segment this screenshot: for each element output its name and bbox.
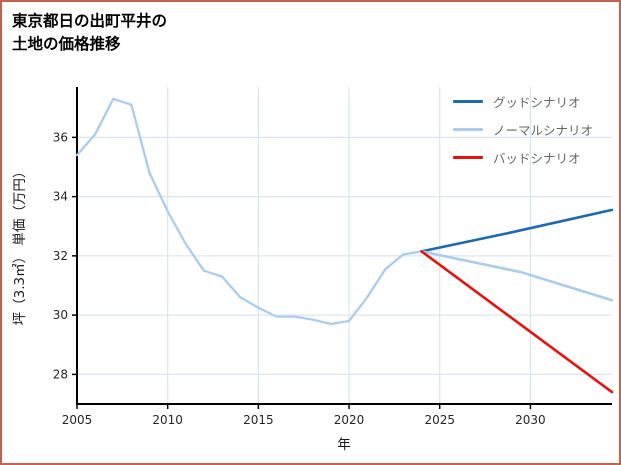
y-tick-label: 34 <box>53 190 68 204</box>
chart-title-line1: 東京都日の出町平井の <box>12 12 168 30</box>
legend-label-normal-scenario: ノーマルシナリオ <box>492 123 593 138</box>
x-tick-label: 2015 <box>243 413 274 427</box>
y-tick-label: 32 <box>53 249 68 263</box>
series-line-history <box>75 97 423 326</box>
series-line-bad-scenario <box>420 250 614 394</box>
legend-line-normal-scenario <box>452 128 483 131</box>
y-tick-label: 28 <box>53 367 68 381</box>
series-line-normal-scenario <box>420 250 614 302</box>
legend-line-bad-scenario <box>452 156 483 159</box>
y-axis-label: 坪（3.3㎡） 単価（万円） <box>12 165 28 326</box>
x-tick-label: 2025 <box>424 413 455 427</box>
series-line-good-scenario <box>420 208 614 253</box>
chart-series <box>75 97 614 394</box>
chart-legend: グッドシナリオ ノーマルシナリオ バッドシナリオ <box>452 92 593 167</box>
y-tick-label: 30 <box>53 308 68 322</box>
x-tick-label: 2030 <box>515 413 546 427</box>
axes: 2005 2010 2015 2020 2025 2030 28 30 32 34 36 <box>53 87 612 427</box>
legend-label-bad-scenario: バッドシナリオ <box>492 151 581 166</box>
chart-title-line2: 土地の価格推移 <box>12 35 121 54</box>
legend-item-good-scenario: グッドシナリオ <box>452 92 593 111</box>
x-tick-label: 2005 <box>62 413 93 427</box>
chart-title: 東京都日の出町平井の 土地の価格推移 <box>12 10 167 57</box>
legend-line-good-scenario <box>452 100 483 103</box>
x-tick-label: 2010 <box>152 413 183 427</box>
legend-item-normal-scenario: ノーマルシナリオ <box>452 120 593 139</box>
grid-lines <box>76 87 612 404</box>
legend-label-good-scenario: グッドシナリオ <box>492 95 581 110</box>
x-tick-label: 2020 <box>334 413 365 427</box>
legend-item-bad-scenario: バッドシナリオ <box>452 148 593 167</box>
x-axis-label: 年 <box>337 437 351 453</box>
y-tick-label: 36 <box>53 130 68 144</box>
